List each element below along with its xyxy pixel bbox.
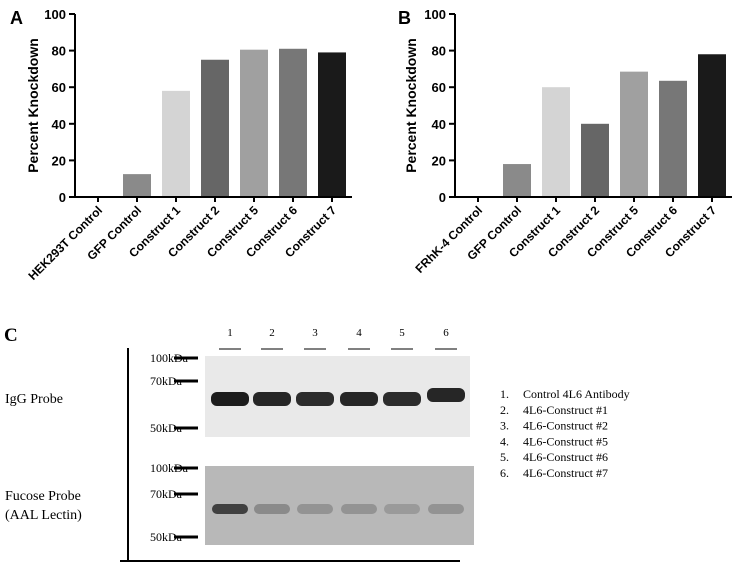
bar xyxy=(201,59,229,197)
legend-number: 2. xyxy=(500,403,509,417)
band xyxy=(212,504,248,514)
x-tick-label: FRhK-4 Control xyxy=(413,203,486,276)
blot-panel: C 1 2 3 4 5 6 100kDa 70kDa 50kDa 100kDa 70kDa 50kDa I… xyxy=(4,325,630,562)
band xyxy=(340,392,378,406)
bar xyxy=(659,80,687,197)
band xyxy=(211,392,249,406)
y-axis-label: Percent Knockdown xyxy=(403,38,419,173)
legend-label: 4L6-Construct #2 xyxy=(523,419,608,433)
y-tick-label: 80 xyxy=(432,44,446,59)
marker-label: 50kDa xyxy=(150,530,183,544)
marker-label: 100kDa xyxy=(150,461,189,475)
band xyxy=(427,388,465,402)
marker-label: 70kDa xyxy=(150,487,183,501)
legend-number: 6. xyxy=(500,466,509,480)
y-tick-label: 60 xyxy=(432,80,446,95)
y-tick-label: 80 xyxy=(52,44,66,59)
bar xyxy=(698,54,726,198)
probe-label: IgG Probe xyxy=(5,392,63,407)
y-tick-label: 40 xyxy=(432,117,446,132)
legend-number: 4. xyxy=(500,434,509,448)
band xyxy=(428,504,464,514)
bar xyxy=(620,71,648,197)
band xyxy=(296,392,334,406)
lane-label: 5 xyxy=(399,327,405,339)
panel-label: A xyxy=(10,8,23,28)
bar xyxy=(581,123,609,197)
bar xyxy=(240,49,268,198)
bar xyxy=(542,87,570,197)
legend-label: Control 4L6 Antibody xyxy=(523,387,630,401)
band xyxy=(254,504,290,514)
y-tick-label: 100 xyxy=(424,7,446,22)
band xyxy=(253,392,291,406)
y-tick-label: 0 xyxy=(439,190,446,205)
marker-label: 70kDa xyxy=(150,374,183,388)
lane-label: 2 xyxy=(269,327,275,339)
legend-label: 4L6-Construct #6 xyxy=(523,450,608,464)
band xyxy=(383,392,421,406)
band xyxy=(341,504,377,514)
legend-label: 4L6-Construct #5 xyxy=(523,434,608,448)
y-tick-label: 40 xyxy=(52,117,66,132)
y-tick-label: 20 xyxy=(432,153,446,168)
y-tick-label: 100 xyxy=(44,7,66,22)
lane-label: 4 xyxy=(356,327,362,339)
probe-label: Fucose Probe xyxy=(5,489,81,504)
bar xyxy=(162,90,190,197)
y-tick-label: 60 xyxy=(52,80,66,95)
legend-number: 3. xyxy=(500,419,509,433)
legend-number: 1. xyxy=(500,387,509,401)
y-axis-label: Percent Knockdown xyxy=(25,38,41,173)
marker-label: 100kDa xyxy=(150,351,189,365)
legend-number: 5. xyxy=(500,450,509,464)
blot-image xyxy=(205,466,474,545)
marker-label: 50kDa xyxy=(150,421,183,435)
band xyxy=(384,504,420,514)
blot-image xyxy=(205,356,470,437)
bar xyxy=(279,48,307,197)
panel-label: B xyxy=(398,8,411,28)
lane-label: 1 xyxy=(227,327,233,339)
legend-label: 4L6-Construct #7 xyxy=(523,466,608,480)
probe-label: (AAL Lectin) xyxy=(5,508,82,523)
band xyxy=(297,504,333,514)
lane-label: 6 xyxy=(443,327,449,339)
y-tick-label: 20 xyxy=(52,153,66,168)
lane-label: 3 xyxy=(312,327,318,339)
bar xyxy=(318,52,346,198)
bar xyxy=(123,174,151,197)
y-tick-label: 0 xyxy=(59,190,66,205)
legend-label: 4L6-Construct #1 xyxy=(523,403,608,417)
panel-label: C xyxy=(4,325,18,346)
bar xyxy=(503,164,531,197)
